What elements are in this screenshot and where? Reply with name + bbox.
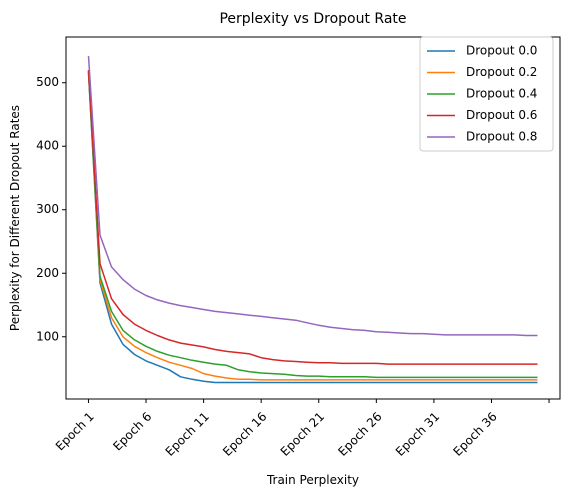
- x-tick-label: Epoch 16: [220, 409, 269, 458]
- series-line: [87, 71, 538, 381]
- y-tick-label: 500: [36, 75, 59, 89]
- series-line: [87, 71, 538, 379]
- x-tick-label: Epoch 31: [393, 409, 442, 458]
- plot-area-frame: [65, 36, 561, 400]
- y-tick-label: 100: [36, 329, 59, 343]
- x-tick-label: Epoch 6: [110, 409, 154, 453]
- x-tick-label: Epoch 1: [53, 409, 97, 453]
- legend-label: Dropout 0.6: [466, 108, 537, 122]
- legend-label: Dropout 0.2: [466, 65, 537, 79]
- legend: Dropout 0.0 Dropout 0.2 Dropout 0.4 Dropout…: [419, 36, 554, 152]
- x-axis-label: Train Perplexity: [266, 473, 359, 487]
- series-line: [87, 73, 538, 384]
- x-tick-label: Epoch 26: [335, 409, 384, 458]
- series-line: [87, 56, 538, 337]
- x-axis: Epoch 1 Epoch 6 Epoch 11 Epoch 16 Epoch 21 Ep…: [53, 399, 550, 459]
- chart-title: Perplexity vs Dropout Rate: [219, 11, 406, 27]
- x-tick-label: Epoch 36: [450, 409, 499, 458]
- y-tick-label: 300: [36, 202, 59, 216]
- legend-label: Dropout 0.8: [466, 130, 537, 144]
- legend-box: [419, 36, 554, 152]
- y-tick-label: 400: [36, 139, 59, 153]
- series-lines: [87, 56, 538, 384]
- legend-label: Dropout 0.0: [466, 44, 537, 58]
- y-tick-label: 200: [36, 266, 59, 280]
- series-line: [87, 69, 538, 365]
- legend-label: Dropout 0.4: [466, 87, 537, 101]
- y-axis: 100 200 300 400 500: [36, 75, 66, 343]
- x-tick-label: Epoch 21: [278, 409, 327, 458]
- x-tick-label: Epoch 11: [163, 409, 212, 458]
- y-axis-label: Perplexity for Different Dropout Rates: [8, 105, 22, 331]
